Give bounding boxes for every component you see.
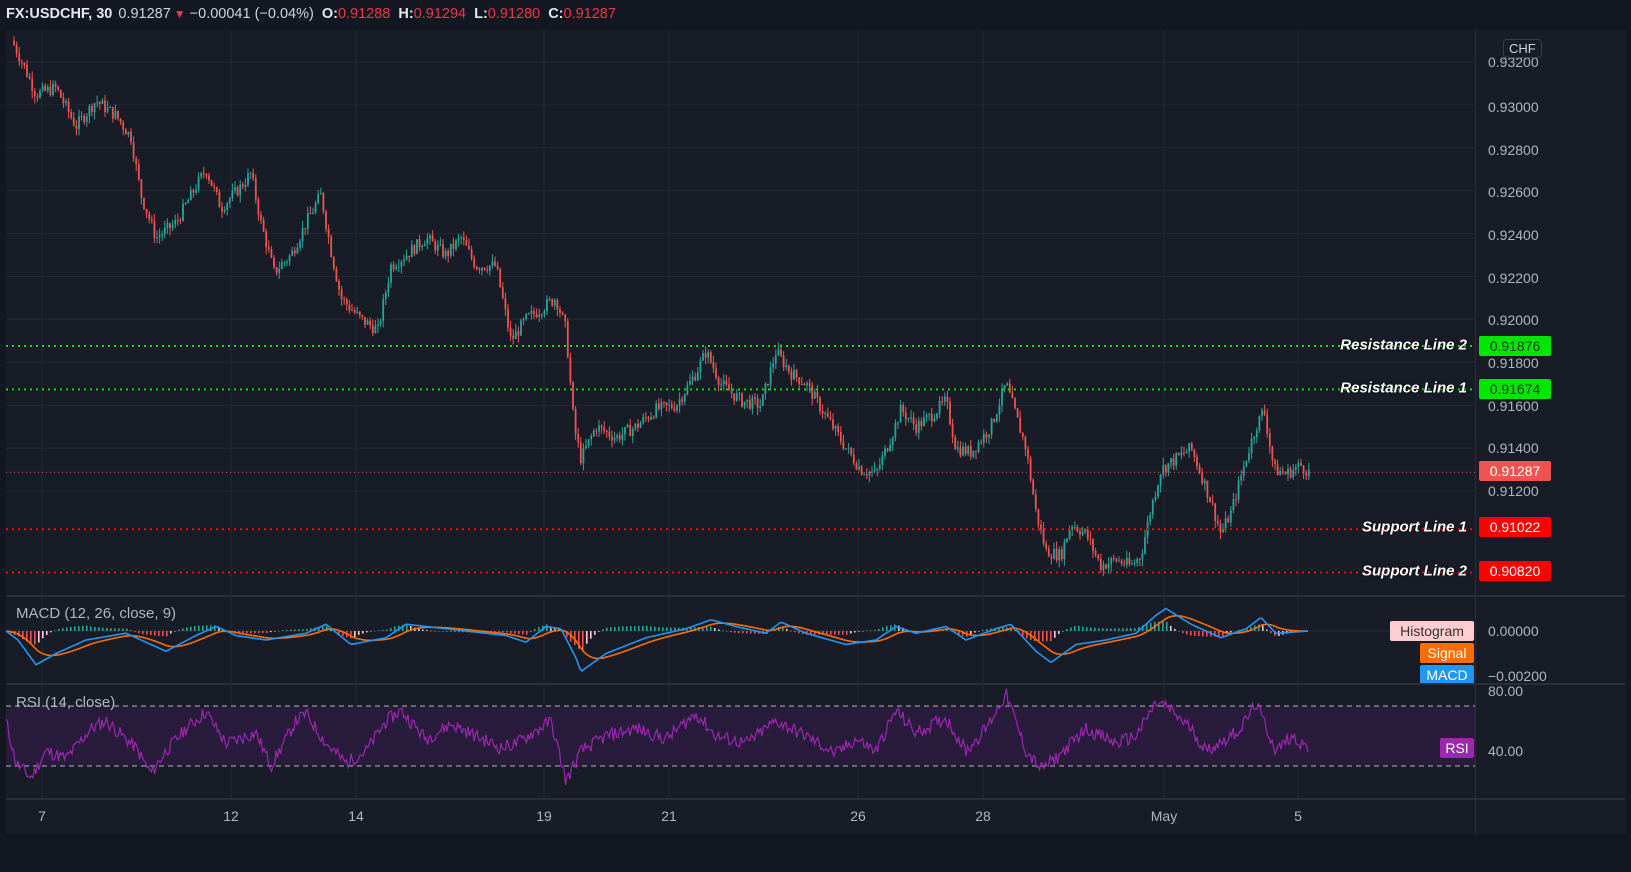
time-label: 26 xyxy=(850,808,866,824)
price-tick: 0.91800 xyxy=(1488,355,1539,371)
macd-tick: 0.00000 xyxy=(1488,623,1539,639)
rsi-pane[interactable]: RSI (14, close) xyxy=(6,685,1475,798)
signal-legend: Signal xyxy=(1420,643,1474,663)
price-tick: 0.93200 xyxy=(1488,54,1539,70)
resistance-2-price-tag: 0.91876 xyxy=(1479,336,1551,356)
axis-corner xyxy=(1475,800,1626,834)
high-label: H: xyxy=(398,6,414,22)
rsi-tick: 80.00 xyxy=(1488,683,1524,699)
pane-separator[interactable] xyxy=(6,683,1625,685)
price-change: −0.00041 (−0.04%) xyxy=(189,6,314,22)
close-value: 0.91287 xyxy=(563,6,616,22)
low-value: 0.91280 xyxy=(487,6,541,22)
support-1-price-tag: 0.91022 xyxy=(1479,517,1551,537)
low-label: L: xyxy=(474,6,488,22)
support-line-1-label: Support Line 1 xyxy=(1362,518,1467,536)
price-axis[interactable]: 0.93200 0.93000 0.92800 0.92600 0.92400 … xyxy=(1475,30,1626,595)
price-tick: 0.92000 xyxy=(1488,312,1539,328)
high-value: 0.91294 xyxy=(413,6,467,22)
last-price: 0.91287 xyxy=(118,6,171,22)
macd-legend: MACD xyxy=(1420,665,1474,685)
time-label: 21 xyxy=(661,808,677,824)
time-label: 14 xyxy=(348,808,364,824)
time-label: 7 xyxy=(38,808,46,824)
time-label: 19 xyxy=(536,808,552,824)
resistance-line-2-label: Resistance Line 2 xyxy=(1340,336,1467,354)
histogram-legend: Histogram xyxy=(1390,621,1474,641)
price-tick: 0.91200 xyxy=(1488,483,1539,499)
symbol-header: FX:USDCHF, 30 0.91287 ▼ −0.00041 (−0.04%… xyxy=(0,0,1631,28)
price-tick: 0.93000 xyxy=(1488,99,1539,115)
support-2-price-tag: 0.90820 xyxy=(1479,561,1551,581)
triangle-down-icon: ▼ xyxy=(173,7,186,21)
macd-pane[interactable]: MACD (12, 26, close, 9) xyxy=(6,597,1475,683)
price-pane[interactable]: Resistance Line 2 Resistance Line 1 Supp… xyxy=(6,30,1475,595)
candlestick-chart[interactable] xyxy=(6,30,1475,595)
time-label: 28 xyxy=(975,808,991,824)
macd-axis[interactable]: 0.00000 −0.00200 xyxy=(1475,597,1626,684)
price-tick: 0.92200 xyxy=(1488,270,1539,286)
time-axis[interactable]: 7 12 14 19 21 26 28 May 5 xyxy=(6,800,1475,834)
price-tick: 0.91400 xyxy=(1488,440,1539,456)
macd-chart[interactable] xyxy=(6,597,1475,683)
resistance-line-1-label: Resistance Line 1 xyxy=(1340,379,1467,397)
bottom-bar xyxy=(0,836,1631,872)
macd-title[interactable]: MACD (12, 26, close, 9) xyxy=(16,605,177,622)
open-label: O: xyxy=(321,6,338,22)
price-tick: 0.91600 xyxy=(1488,398,1539,414)
price-tick: 0.92600 xyxy=(1488,184,1539,200)
rsi-axis[interactable]: 80.00 40.00 xyxy=(1475,683,1626,798)
time-label: 5 xyxy=(1294,808,1302,824)
time-label: 12 xyxy=(223,808,239,824)
price-tick: 0.92800 xyxy=(1488,142,1539,158)
support-line-2-label: Support Line 2 xyxy=(1362,562,1467,580)
open-value: 0.91288 xyxy=(337,6,391,22)
rsi-chart[interactable] xyxy=(6,685,1475,798)
rsi-title[interactable]: RSI (14, close) xyxy=(16,694,116,711)
price-tick: 0.92400 xyxy=(1488,227,1539,243)
pane-separator[interactable] xyxy=(6,595,1625,597)
time-label: May xyxy=(1150,808,1178,824)
rsi-tick: 40.00 xyxy=(1488,743,1524,759)
resistance-1-price-tag: 0.91674 xyxy=(1479,379,1551,399)
macd-tick: −0.00200 xyxy=(1488,668,1547,684)
currency-badge[interactable]: CHF xyxy=(1503,39,1542,58)
rsi-legend: RSI xyxy=(1440,738,1474,758)
pane-separator xyxy=(6,798,1625,800)
close-label: C: xyxy=(548,6,564,22)
symbol-title[interactable]: FX:USDCHF, 30 xyxy=(6,6,113,22)
current-price-tag: 0.91287 xyxy=(1479,461,1551,481)
